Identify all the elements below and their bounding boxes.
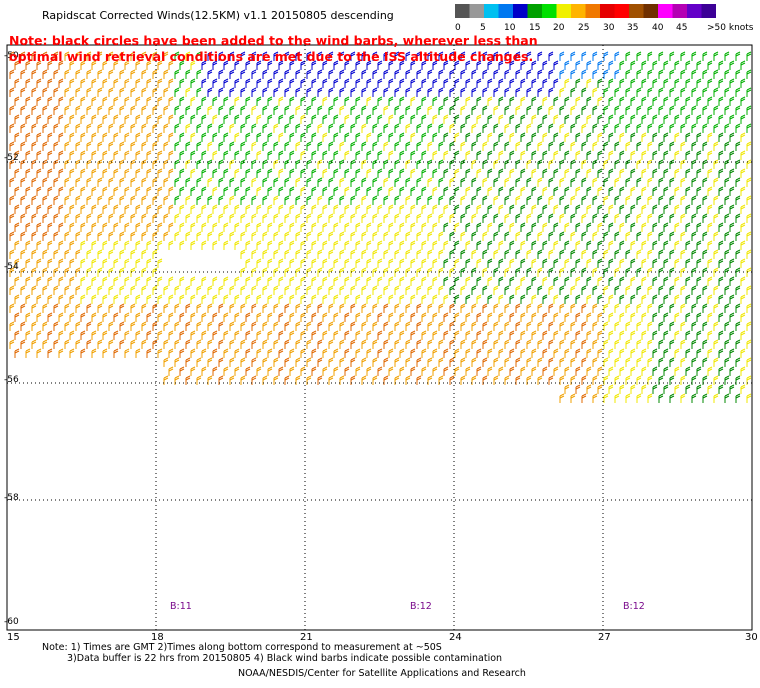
lat-tick-label: -54 bbox=[4, 262, 19, 272]
footer-note-line2: 3)Data buffer is 22 hrs from 20150805 4)… bbox=[67, 653, 503, 664]
legend-label: 35 bbox=[627, 23, 638, 33]
lon-tick-label: 24 bbox=[449, 632, 462, 643]
wind-barbs-layer bbox=[9, 51, 752, 403]
legend-swatch bbox=[629, 4, 644, 18]
legend-swatch bbox=[542, 4, 557, 18]
altitude-note-line2: optimal wind retrieval conditions are me… bbox=[9, 49, 534, 64]
legend-swatch bbox=[571, 4, 586, 18]
legend-label: 10 bbox=[504, 23, 516, 33]
lon-tick-label: 30 bbox=[745, 632, 758, 643]
legend-label: 0 bbox=[455, 23, 461, 33]
legend-label: 30 bbox=[603, 23, 615, 33]
legend-swatch bbox=[614, 4, 629, 18]
buffer-label: B:12 bbox=[410, 601, 432, 612]
legend-swatch bbox=[527, 4, 542, 18]
legend-swatch bbox=[498, 4, 513, 18]
latitude-ticks: -50 -52 -54 -56 -58 -60 bbox=[4, 51, 19, 627]
legend-swatch bbox=[484, 4, 499, 18]
footer-credit: NOAA/NESDIS/Center for Satellite Applica… bbox=[238, 668, 526, 679]
map-title: Rapidscat Corrected Winds(12.5KM) v1.1 2… bbox=[42, 9, 394, 22]
legend-swatch bbox=[643, 4, 658, 18]
lat-tick-label: -50 bbox=[4, 51, 19, 61]
lon-tick-label: 27 bbox=[598, 632, 611, 643]
legend-label: >50 knots bbox=[707, 23, 754, 33]
legend-label: 45 bbox=[676, 23, 687, 33]
buffer-label: B:11 bbox=[170, 601, 192, 612]
lat-tick-label: -56 bbox=[4, 375, 19, 385]
legend-swatch bbox=[687, 4, 702, 18]
lon-tick-label: 21 bbox=[300, 632, 313, 643]
legend-label: 25 bbox=[578, 23, 589, 33]
speed-legend: 0 5 10 15 20 25 30 35 40 45 >50 knots bbox=[455, 4, 754, 33]
lon-tick-label: 18 bbox=[151, 632, 164, 643]
buffer-label: B:12 bbox=[623, 601, 645, 612]
legend-label: 20 bbox=[553, 23, 565, 33]
legend-swatch bbox=[701, 4, 716, 18]
altitude-note-line1: Note: black circles have been added to t… bbox=[9, 33, 538, 48]
buffer-labels: B:11 B:12 B:12 bbox=[170, 601, 645, 612]
legend-swatch bbox=[469, 4, 484, 18]
lat-tick-label: -60 bbox=[4, 617, 19, 627]
legend-swatch bbox=[658, 4, 673, 18]
legend-label: 15 bbox=[529, 23, 540, 33]
legend-swatch bbox=[513, 4, 528, 18]
legend-swatch bbox=[455, 4, 470, 18]
legend-swatches bbox=[455, 4, 716, 18]
lat-tick-label: -52 bbox=[4, 153, 19, 163]
map-frame bbox=[6, 44, 753, 631]
legend-swatch bbox=[672, 4, 687, 18]
lon-tick-label: 15 bbox=[7, 632, 20, 643]
legend-swatch bbox=[556, 4, 571, 18]
legend-label: 40 bbox=[652, 23, 664, 33]
grid-lines bbox=[7, 45, 752, 630]
legend-swatch bbox=[585, 4, 600, 18]
legend-label: 5 bbox=[480, 23, 486, 33]
legend-swatch bbox=[600, 4, 615, 18]
lat-tick-label: -58 bbox=[4, 493, 19, 503]
footer-note-line1: Note: 1) Times are GMT 2)Times along bot… bbox=[42, 642, 442, 653]
longitude-ticks: 15 18 21 24 27 30 bbox=[7, 632, 758, 643]
